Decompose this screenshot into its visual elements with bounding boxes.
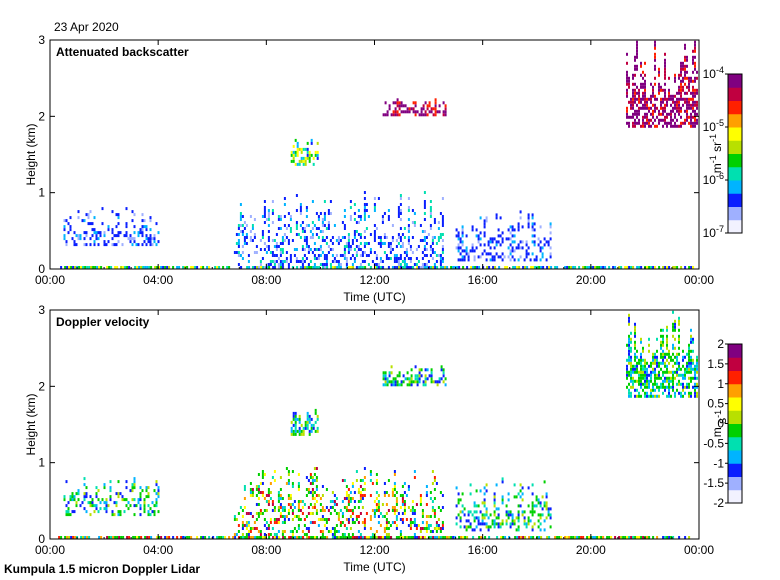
date-label: 23 Apr 2020	[54, 20, 119, 34]
colorbar-tick-label: 1	[717, 377, 724, 391]
colorbar-swatch	[728, 87, 742, 101]
colorbar-swatch	[728, 383, 742, 398]
colorbar-swatch	[728, 410, 742, 424]
x-tick-label: 20:00	[576, 543, 606, 557]
panel-title: Doppler velocity	[56, 315, 150, 329]
x-tick-label: 16:00	[468, 273, 498, 287]
y-tick-label: 1	[38, 456, 45, 470]
x-tick-label: 12:00	[359, 273, 389, 287]
colorbar-swatch	[728, 450, 742, 464]
x-tick-label: 00:00	[684, 543, 714, 557]
y-axis-label: Height (km)	[24, 393, 38, 455]
region-morning-aerosol	[63, 207, 160, 247]
x-axis-label: Time (UTC)	[343, 560, 405, 574]
y-tick-label: 0	[38, 532, 45, 546]
colorbar-swatch	[728, 74, 742, 88]
colorbar-tick-label: -1	[713, 456, 724, 470]
colorbar-swatch	[728, 180, 742, 194]
colorbar-swatch	[728, 206, 742, 221]
colorbar-swatch	[728, 423, 742, 438]
colorbar-swatch	[728, 357, 742, 371]
y-tick-label: 2	[38, 379, 45, 393]
colorbar-unit: m-1 sr-1	[708, 134, 724, 173]
colorbar-tick-label: -2	[713, 496, 724, 510]
colorbar-tick-label: 2	[717, 337, 724, 351]
x-tick-label: 00:00	[35, 543, 65, 557]
region-afternoon-aerosol	[455, 477, 552, 532]
colorbar-tick-label: -1.5	[703, 476, 724, 490]
colorbar-tick-label: 10-5	[703, 118, 724, 134]
y-tick-label: 3	[38, 33, 45, 47]
colorbar-tick-label: 10-7	[703, 224, 724, 240]
colorbar-swatch	[728, 127, 742, 141]
colorbar-tick-label: 0	[717, 417, 724, 431]
region-cloud-layer-3	[626, 310, 698, 398]
colorbar-swatch	[728, 100, 742, 115]
colorbar-swatch	[728, 476, 742, 491]
x-tick-label: 20:00	[576, 273, 606, 287]
colorbar: 10-710-610-510-4m-1 sr-1	[703, 65, 743, 240]
colorbar-swatch	[728, 193, 742, 207]
region-cloud-layer-1	[290, 408, 319, 436]
x-tick-label: 12:00	[359, 543, 389, 557]
region-cloud-layer-2	[382, 98, 447, 117]
panel-1: 00:00 04:00 08:00 12:00 16:00 20:00 00:000123A…	[24, 33, 743, 304]
x-axis-label: Time (UTC)	[343, 290, 405, 304]
colorbar-tick-label: 10-4	[703, 65, 724, 81]
region-daytime-convection	[233, 467, 444, 539]
x-tick-label: 16:00	[468, 543, 498, 557]
plot-area	[50, 310, 699, 539]
colorbar-swatch	[728, 463, 742, 477]
colorbar-tick-label: 1.5	[707, 357, 724, 371]
colorbar-swatch	[728, 166, 742, 181]
colorbar-swatch	[728, 219, 742, 234]
colorbar-swatch	[728, 153, 742, 168]
region-cloud-layer-3	[626, 40, 698, 128]
colorbar-swatch	[728, 344, 742, 358]
region-cloud-layer-2	[382, 365, 447, 387]
colorbar-swatch	[728, 397, 742, 411]
region-morning-aerosol	[63, 477, 160, 517]
colorbar-swatch	[728, 436, 742, 451]
colorbar-swatch	[728, 370, 742, 385]
y-axis-label: Height (km)	[24, 123, 38, 185]
colorbar-swatch	[728, 113, 742, 128]
x-tick-label: 08:00	[251, 543, 281, 557]
colorbar: -2 -1.5 -1 -0.5 0 0.5 1 1.5 2 m s-1	[703, 337, 743, 510]
region-daytime-plumes	[233, 191, 444, 269]
panel-2: 00:00 04:00 08:00 12:00 16:00 20:00 00:000123D…	[24, 303, 743, 574]
y-tick-label: 2	[38, 109, 45, 123]
y-tick-label: 3	[38, 303, 45, 317]
x-tick-label: 00:00	[684, 273, 714, 287]
colorbar-tick-label: 0.5	[707, 397, 724, 411]
colorbar-frame	[727, 73, 743, 234]
y-tick-label: 1	[38, 186, 45, 200]
colorbar-unit: m s-1	[710, 410, 729, 437]
x-tick-label: 00:00	[35, 273, 65, 287]
colorbar-tick-label: -0.5	[703, 436, 724, 450]
region-cloud-layer-1	[290, 138, 319, 166]
x-tick-label: 04:00	[143, 273, 173, 287]
y-tick-label: 0	[38, 262, 45, 276]
colorbar-swatch	[728, 489, 742, 504]
region-afternoon-aerosol	[455, 210, 552, 262]
x-tick-label: 08:00	[251, 273, 281, 287]
colorbar-swatch	[728, 140, 742, 154]
instrument-label: Kumpula 1.5 micron Doppler Lidar	[4, 562, 201, 576]
panel-title: Attenuated backscatter	[56, 45, 189, 59]
x-tick-label: 04:00	[143, 543, 173, 557]
